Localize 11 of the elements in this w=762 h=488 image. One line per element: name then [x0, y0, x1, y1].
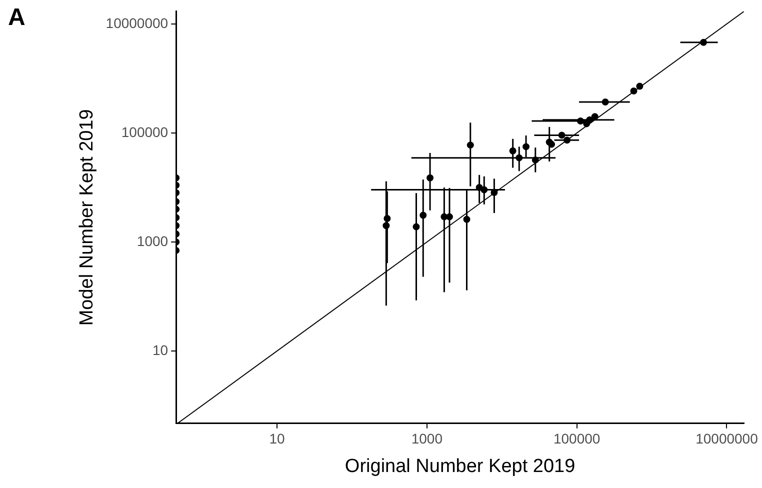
- x-tick-label: 1000: [411, 430, 443, 447]
- x-tick-label: 10000000: [696, 430, 758, 447]
- text: A: [8, 4, 26, 32]
- y-tick-label: 10: [152, 342, 168, 358]
- x-axis-title: Original Number Kept 2019: [344, 456, 576, 477]
- y-tick-label: 1000: [136, 232, 168, 249]
- y-axis-title: Model Number Kept 2019: [76, 109, 98, 326]
- x-tick-label: 10: [269, 430, 286, 447]
- x-tick-label: 100000: [553, 430, 600, 447]
- y-tick-label: 10000000: [106, 14, 168, 31]
- y-tick-label: 100000: [121, 124, 168, 140]
